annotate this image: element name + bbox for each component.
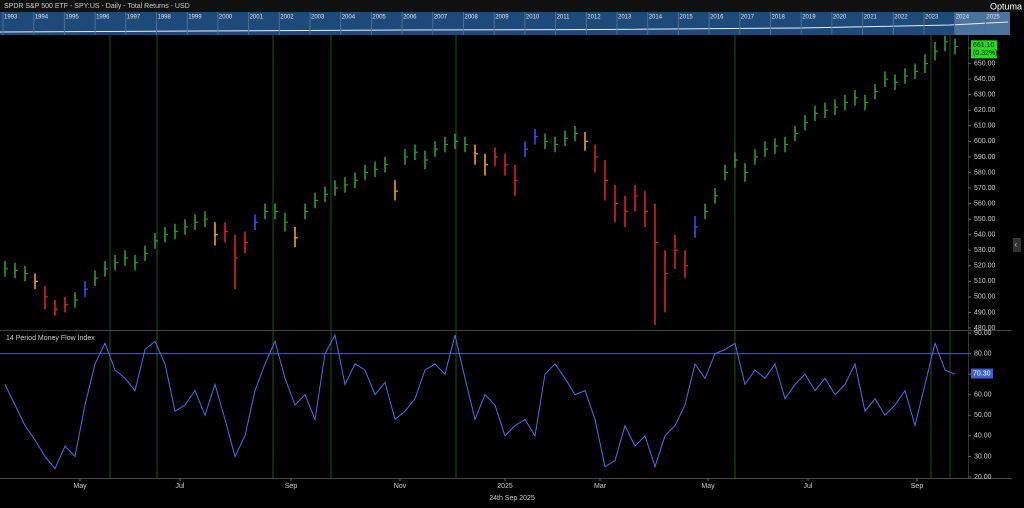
- overview-year: 2004: [342, 15, 356, 21]
- last-value-box: [971, 368, 993, 379]
- last-change: (0.32%): [973, 50, 998, 57]
- overview-year: 2010: [526, 15, 540, 21]
- header-bar: [0, 0, 1024, 12]
- y-tick-label: 50.00: [974, 412, 992, 419]
- x-tick-label: May: [73, 483, 87, 490]
- y-tick-label: 600.00: [974, 138, 996, 145]
- y-tick-label: 620.00: [974, 107, 996, 114]
- y-tick-label: 640.00: [974, 76, 996, 83]
- overview-year: 2018: [772, 15, 786, 21]
- overview-year: 2016: [710, 15, 724, 21]
- y-tick-label: 580.00: [974, 169, 996, 176]
- overview-year: 2017: [741, 15, 755, 21]
- y-tick-label: 520.00: [974, 263, 996, 270]
- overview-year: 2014: [649, 15, 663, 21]
- overview-year: 2000: [219, 15, 233, 21]
- y-tick-label: 480.00: [974, 325, 996, 332]
- overview-year: 2012: [587, 15, 601, 21]
- overview-year: 2024: [956, 15, 970, 21]
- overview-year: 2019: [802, 15, 816, 21]
- overview-line: [0, 21, 1009, 33]
- overview-year: 2015: [679, 15, 693, 21]
- y-tick-label: 550.00: [974, 216, 996, 223]
- overview-year: 2022: [894, 15, 908, 21]
- y-tick-label: 60.00: [974, 392, 992, 399]
- x-tick-label: May: [701, 483, 715, 490]
- overview-year: 2013: [618, 15, 632, 21]
- overview-year: 2021: [864, 15, 878, 21]
- overview-year: 1997: [127, 15, 141, 21]
- y-tick-label: 560.00: [974, 200, 996, 207]
- y-tick-label: 630.00: [974, 92, 996, 99]
- date-label: 24th Sep 2025: [489, 495, 535, 502]
- y-tick-label: 80.00: [974, 350, 992, 357]
- overview-year: 2011: [557, 15, 571, 21]
- chart-title: SPDR S&P 500 ETF - SPY:US - Daily - Tota…: [4, 3, 190, 10]
- y-tick-label: 20.00: [974, 474, 992, 481]
- overview-year: 2005: [372, 15, 386, 21]
- overview-year: 1995: [65, 15, 79, 21]
- overview-year: 1994: [35, 15, 49, 21]
- last-value: 70.30: [973, 370, 991, 377]
- y-tick-label: 570.00: [974, 185, 996, 192]
- overview-year: 2002: [280, 15, 294, 21]
- side-tab-icon[interactable]: ‹: [1015, 240, 1018, 249]
- logo: Optuma: [990, 1, 1022, 11]
- y-tick-label: 500.00: [974, 294, 996, 301]
- overview-year: 2008: [465, 15, 479, 21]
- y-tick-label: 530.00: [974, 247, 996, 254]
- overview-year: 1998: [158, 15, 172, 21]
- x-tick-label: Sep: [911, 483, 924, 490]
- logo-box: [975, 0, 1024, 12]
- x-tick-label: Sep: [285, 483, 298, 490]
- x-tick-label: Mar: [594, 483, 607, 490]
- x-tick-label: Nov: [394, 483, 407, 490]
- y-tick-label: 90.00: [974, 330, 992, 337]
- y-tick-label: 590.00: [974, 154, 996, 161]
- x-tick-label: Jul: [176, 483, 185, 490]
- overview-year: 2006: [403, 15, 417, 21]
- y-tick-label: 650.00: [974, 60, 996, 67]
- x-tick-label: 2025: [497, 483, 513, 490]
- y-tick-label: 490.00: [974, 309, 996, 316]
- last-price: 661.10: [973, 42, 995, 49]
- overview-year: 2007: [434, 15, 448, 21]
- y-tick-label: 40.00: [974, 433, 992, 440]
- overview-year: 2003: [311, 15, 325, 21]
- overview-year: 2025: [986, 15, 1000, 21]
- side-tab[interactable]: [1013, 238, 1021, 252]
- overview-year: 2020: [833, 15, 847, 21]
- overview-year: 1993: [4, 15, 18, 21]
- overview-year: 2023: [925, 15, 939, 21]
- last-price-box: [971, 40, 997, 59]
- x-tick-label: Jul: [804, 483, 813, 490]
- overview-year: 1999: [188, 15, 202, 21]
- panel-title: 14 Period Money Flow Index: [6, 335, 95, 342]
- y-tick-label: 30.00: [974, 453, 992, 460]
- overview-strip[interactable]: [0, 12, 1010, 35]
- y-tick-label: 540.00: [974, 232, 996, 239]
- overview-year: 2001: [250, 15, 264, 21]
- overview-year: 1996: [96, 15, 110, 21]
- y-tick-label: 510.00: [974, 278, 996, 285]
- mfi-line: [4, 333, 956, 470]
- y-tick-label: 610.00: [974, 123, 996, 130]
- overview-year: 2009: [495, 15, 509, 21]
